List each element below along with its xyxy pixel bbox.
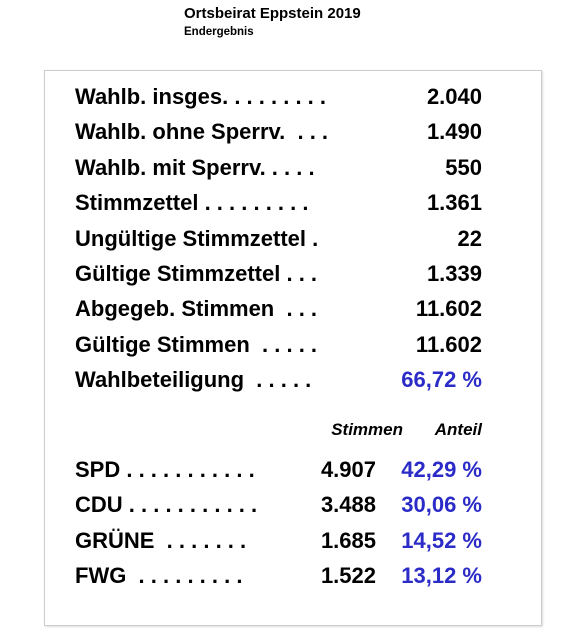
party-share: 13,12 % [401, 563, 482, 588]
row-label: Wahlb. ohne Sperrv. . . . [75, 119, 329, 144]
row-label: Wahlbeteiligung . . . . . [75, 367, 312, 392]
subtitle: Endergebnis [184, 26, 254, 38]
column-header: Stimmen [331, 420, 403, 439]
title: Ortsbeirat Eppstein 2019 [184, 5, 361, 22]
party-name: SPD . . . . . . . . . . . [75, 457, 255, 482]
row-label: Gültige Stimmen . . . . . [75, 332, 318, 357]
row-value: 11.602 [415, 296, 482, 321]
row-value: 1.490 [426, 119, 482, 144]
row-value: 550 [445, 155, 482, 180]
party-share: 30,06 % [401, 492, 482, 517]
row-label: Wahlb. mit Sperrv. . . . . [75, 155, 315, 180]
column-header: Anteil [434, 420, 482, 439]
party-votes: 3.488 [320, 492, 376, 517]
party-share: 14,52 % [401, 528, 482, 553]
party-votes: 1.685 [320, 528, 376, 553]
row-label: Abgegeb. Stimmen . . . [75, 296, 318, 321]
row-label: Stimmzettel . . . . . . . . . [75, 190, 309, 215]
results-box [44, 70, 542, 626]
row-label: Gültige Stimmzettel . . . [75, 261, 318, 286]
party-name: CDU . . . . . . . . . . . [75, 492, 258, 517]
row-value: 22 [457, 226, 482, 251]
party-votes: 1.522 [320, 563, 376, 588]
party-votes: 4.907 [320, 457, 376, 482]
party-share: 42,29 % [401, 457, 482, 482]
row-value: 66,72 % [401, 367, 482, 392]
party-name: GRÜNE . . . . . . . [75, 528, 247, 553]
row-value: 1.339 [426, 261, 482, 286]
row-label: Wahlb. insges. . . . . . . . . [75, 84, 327, 109]
row-value: 1.361 [426, 190, 482, 215]
row-value: 2.040 [426, 84, 482, 109]
row-label: Ungültige Stimmzettel . [75, 226, 319, 251]
party-name: FWG . . . . . . . . . [75, 563, 243, 588]
row-value: 11.602 [415, 332, 482, 357]
